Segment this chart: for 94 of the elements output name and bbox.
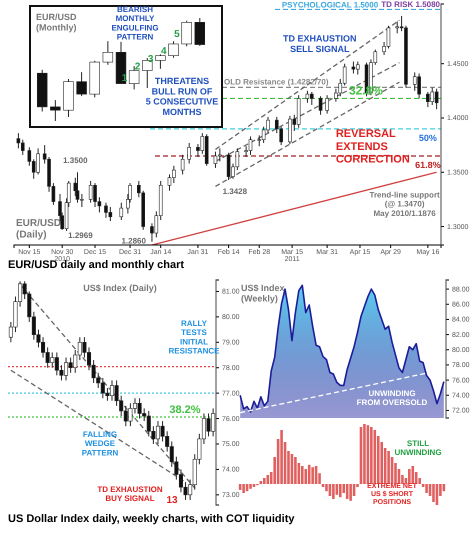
bar	[432, 484, 435, 502]
candlestick	[412, 72, 417, 92]
bar	[260, 481, 262, 484]
candlestick	[76, 172, 80, 204]
text: 5	[174, 29, 180, 40]
candlestick	[155, 54, 166, 70]
bar	[238, 484, 242, 490]
candlestick	[110, 380, 114, 402]
candlestick	[248, 136, 252, 156]
bar	[436, 484, 438, 505]
annotation: STILL UNWINDING	[394, 439, 442, 458]
candlestick	[20, 139, 25, 156]
annotation: FALLING WEDGE PATTERN	[82, 430, 119, 458]
candlestick	[76, 72, 87, 97]
annotation: 38.2%	[169, 404, 201, 416]
annotation: 13	[166, 495, 178, 506]
bar	[301, 466, 304, 484]
candlestick	[180, 154, 184, 175]
text: EUR/USD (Daily)	[16, 218, 62, 240]
text: US Dollar Index daily, weekly charts, with COT liquidity	[8, 513, 296, 525]
candlestick	[36, 148, 40, 175]
annotation: REVERSAL EXTENDS CORRECTION	[336, 128, 410, 166]
candlestick	[119, 202, 124, 221]
text: 4	[161, 46, 167, 57]
candlestick	[16, 132, 20, 149]
candlestick	[434, 88, 438, 110]
annotation: 61.8%	[415, 160, 441, 170]
bar	[242, 484, 245, 493]
annotation: TD EXHAUSTION BUY SIGNAL	[97, 485, 163, 504]
bar	[290, 454, 294, 484]
bar	[263, 478, 266, 484]
candlestick	[187, 142, 191, 164]
bar	[252, 484, 256, 487]
bar	[322, 484, 324, 487]
chart-title: US$ Index (Daily)	[83, 283, 157, 293]
annotation: UNWINDING FROM OVERSOLD	[356, 389, 428, 408]
annotation: TD RISK 1.5080	[381, 0, 441, 9]
candlestick	[181, 20, 192, 47]
annotation: 1.2969	[68, 230, 94, 240]
chart-title: EUR/USD (Monthly)	[36, 12, 78, 32]
candlestick	[168, 174, 172, 192]
bar	[249, 484, 252, 489]
candlestick	[325, 94, 329, 114]
bar	[311, 467, 314, 484]
bar	[346, 484, 348, 499]
candlestick	[426, 91, 430, 108]
candlestick	[306, 90, 310, 104]
bar	[411, 466, 414, 484]
candlestick	[194, 18, 206, 46]
candlestick	[93, 182, 97, 208]
bar	[336, 484, 338, 495]
bar	[374, 430, 376, 484]
bar	[349, 484, 352, 501]
bar	[246, 484, 248, 492]
text: 2	[134, 61, 140, 72]
annotation: 1.3428	[222, 187, 248, 196]
annotation: 1.3500	[63, 156, 88, 166]
ref-line-label: OLD Resistance (1.4282/70)	[224, 77, 329, 86]
annotation: BEARISH MONTHLY ENGULFING PATTERN	[111, 5, 159, 42]
bar	[294, 457, 297, 484]
annotation: TD EXHAUSTION SELL SIGNAL	[283, 34, 357, 54]
candlestick	[430, 87, 434, 106]
bar	[387, 451, 390, 484]
bar	[370, 427, 373, 484]
annotation: Trend-line support (@ 1.3470) May 2010/1.1876	[370, 190, 440, 218]
bar	[314, 466, 318, 484]
text: US$ Index (Weekly)	[241, 283, 285, 304]
candlestick	[104, 202, 108, 218]
annotation: THREATENS BULL RUN OF 5 CONSECUTIVE MONTHS	[146, 76, 218, 118]
bar	[328, 484, 332, 496]
bar	[304, 469, 308, 484]
bar	[360, 427, 362, 484]
candlestick	[395, 20, 400, 34]
bar	[408, 469, 411, 484]
bar	[332, 484, 335, 499]
candlestick	[318, 96, 322, 116]
annotation: 50%	[418, 132, 437, 143]
candlestick	[417, 72, 421, 99]
bar	[363, 424, 366, 484]
candlestick	[102, 40, 114, 66]
bar	[266, 475, 270, 484]
ref-line-label: PSYCHOLOGICAL 1.5000	[282, 0, 379, 10]
bar	[280, 430, 283, 484]
candlestick	[288, 115, 292, 145]
bar	[338, 484, 342, 498]
bar	[308, 464, 310, 484]
bar	[366, 425, 370, 484]
candlestick	[214, 151, 218, 168]
candlestick	[352, 61, 356, 74]
candlestick	[50, 100, 61, 122]
candlestick	[356, 61, 360, 76]
candlestick	[168, 40, 179, 58]
bar	[425, 484, 428, 493]
annotation: 1.2860	[121, 236, 147, 246]
